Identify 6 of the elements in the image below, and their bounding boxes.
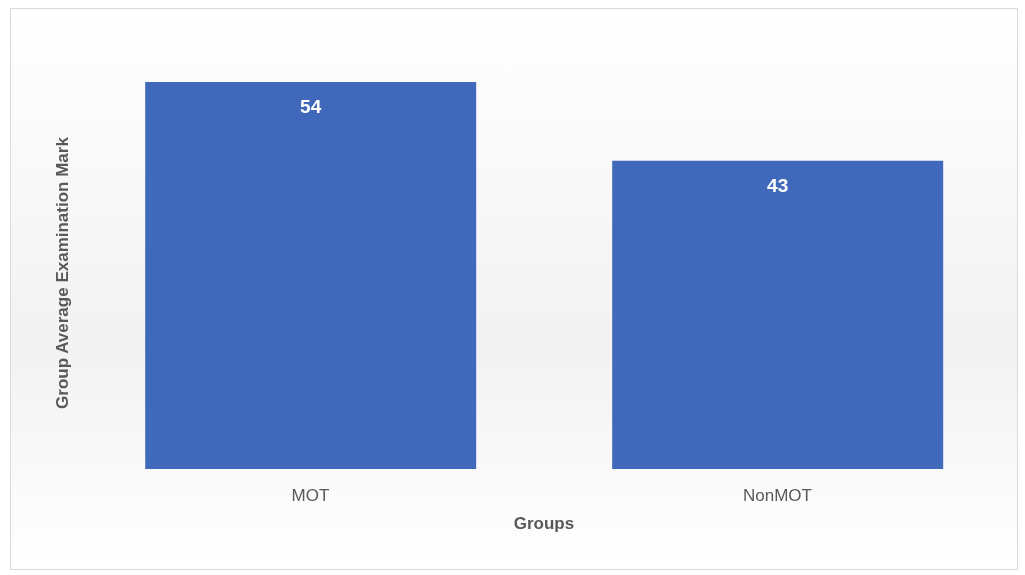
y-axis-title: Group Average Examination Mark bbox=[53, 137, 73, 409]
x-axis-title: Groups bbox=[513, 514, 575, 533]
x-tick-label: MOT bbox=[291, 486, 330, 506]
x-tick-label: NonMOT bbox=[743, 486, 812, 506]
data-label: 54 bbox=[300, 96, 322, 118]
data-label: 43 bbox=[767, 175, 789, 197]
